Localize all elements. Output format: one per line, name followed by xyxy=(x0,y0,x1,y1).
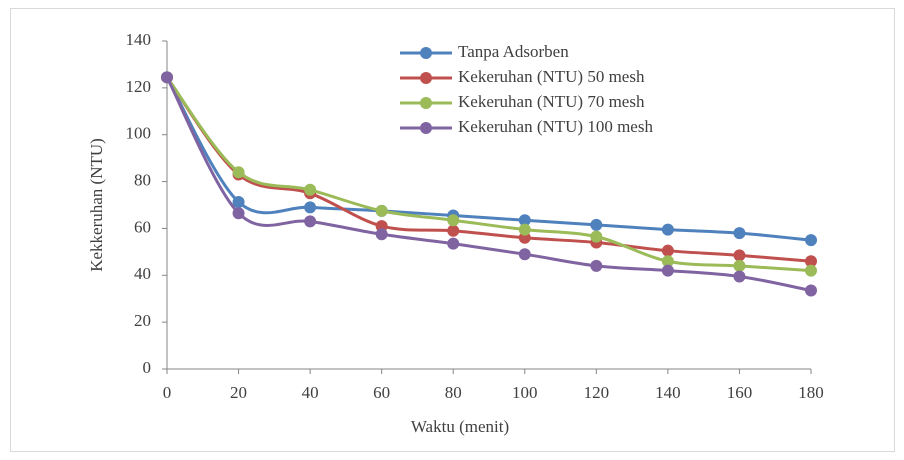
data-point xyxy=(661,264,674,277)
y-tick-label: 80 xyxy=(134,170,151,189)
data-point xyxy=(733,270,746,283)
series-line xyxy=(165,76,812,263)
x-tick-label: 0 xyxy=(163,383,172,402)
data-point xyxy=(661,223,674,236)
data-point xyxy=(232,207,245,220)
x-tick-label: 80 xyxy=(445,383,462,402)
data-point xyxy=(805,264,817,277)
y-tick-label: 140 xyxy=(126,30,152,49)
y-tick-label: 0 xyxy=(143,358,152,377)
data-point xyxy=(518,214,531,227)
data-point xyxy=(733,227,746,240)
data-point xyxy=(304,201,317,214)
series-line xyxy=(165,76,812,292)
series-line xyxy=(165,76,812,273)
legend-marker xyxy=(420,97,432,109)
data-point xyxy=(733,249,746,262)
legend-marker xyxy=(420,47,432,59)
data-point xyxy=(590,230,603,243)
data-point xyxy=(447,214,460,227)
x-axis-label: Waktu (menit) xyxy=(411,417,509,436)
x-tick-label: 180 xyxy=(798,383,824,402)
data-point xyxy=(161,71,173,84)
data-point xyxy=(304,183,317,196)
data-point xyxy=(447,224,460,237)
data-point xyxy=(375,228,388,241)
data-point xyxy=(447,237,460,250)
x-tick-label: 120 xyxy=(584,383,610,402)
data-point xyxy=(661,255,674,268)
y-tick-label: 60 xyxy=(134,217,151,236)
data-point xyxy=(661,244,674,257)
data-point xyxy=(805,234,817,247)
legend-label: Kekeruhan (NTU) 100 mesh xyxy=(458,117,653,136)
data-point xyxy=(590,218,603,231)
data-point xyxy=(232,166,245,179)
series-line xyxy=(165,76,812,242)
y-axis-label: Kekkeruhan (NTU) xyxy=(87,138,106,272)
y-tick-label: 100 xyxy=(126,124,152,143)
legend-marker xyxy=(420,72,432,84)
data-point xyxy=(518,223,531,236)
data-point xyxy=(375,220,388,233)
x-tick-label: 40 xyxy=(302,383,319,402)
data-point xyxy=(590,259,603,272)
legend-label: Kekeruhan (NTU) 70 mesh xyxy=(458,92,645,111)
y-tick-label: 20 xyxy=(134,311,151,330)
x-tick-label: 60 xyxy=(373,383,390,402)
data-point xyxy=(805,284,817,297)
data-point xyxy=(518,248,531,261)
y-tick-label: 120 xyxy=(126,77,152,96)
data-point xyxy=(375,204,388,217)
y-tick-label: 40 xyxy=(134,264,151,283)
legend-label: Tanpa Adsorben xyxy=(458,42,569,61)
data-point xyxy=(733,259,746,272)
data-point xyxy=(805,255,817,268)
data-point xyxy=(304,215,317,228)
data-point xyxy=(518,231,531,244)
legend-marker xyxy=(420,122,432,134)
x-tick-label: 140 xyxy=(655,383,681,402)
data-point xyxy=(232,195,245,208)
x-tick-label: 160 xyxy=(727,383,753,402)
legend-label: Kekeruhan (NTU) 50 mesh xyxy=(458,67,645,86)
x-tick-label: 100 xyxy=(512,383,538,402)
x-tick-label: 20 xyxy=(230,383,247,402)
